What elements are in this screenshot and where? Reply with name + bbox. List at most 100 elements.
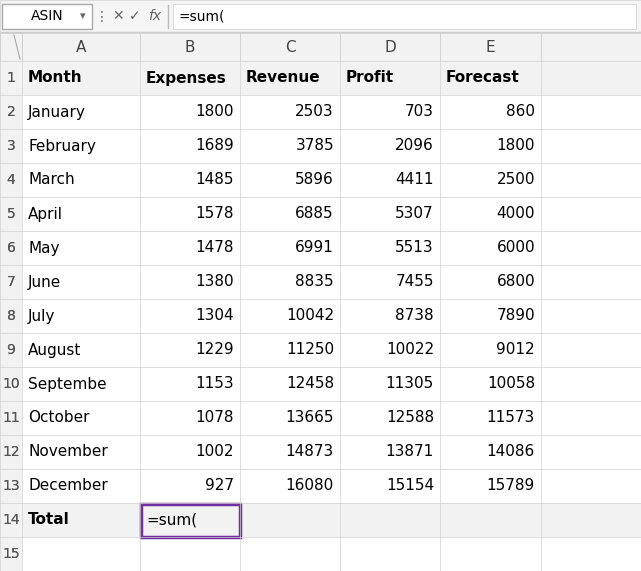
Text: Total: Total [28,513,70,528]
Text: April: April [28,207,63,222]
Text: February: February [28,139,96,154]
Bar [0,95,641,129]
Bar [0,299,641,333]
Bar [0,367,22,401]
Text: Month: Month [28,70,83,86]
Text: 1078: 1078 [196,411,234,425]
Text: 4: 4 [6,173,15,187]
Text: ASIN: ASIN [31,10,63,23]
Text: 10022: 10022 [386,343,434,357]
Text: 13665: 13665 [285,411,334,425]
Text: 6: 6 [6,241,15,255]
Bar [0,197,22,231]
Text: A: A [76,39,86,54]
Text: July: July [28,308,55,324]
Text: 14873: 14873 [286,444,334,460]
Text: 12458: 12458 [286,376,334,392]
Bar [0,537,641,571]
Bar [0,61,22,95]
Bar [0,33,641,61]
Bar [140,504,240,537]
Text: 6000: 6000 [496,240,535,255]
Text: 12: 12 [2,445,20,459]
Text: 2500: 2500 [497,172,535,187]
Text: 1: 1 [6,71,15,85]
Text: fx: fx [149,10,162,23]
Text: 10: 10 [2,377,20,391]
Text: 6991: 6991 [295,240,334,255]
Bar [0,401,641,435]
Text: =sum(: =sum( [146,513,197,528]
Text: 13: 13 [2,479,20,493]
Text: 1478: 1478 [196,240,234,255]
Text: 11: 11 [2,411,20,425]
Bar [0,265,641,299]
Text: ✕: ✕ [112,10,124,23]
Bar [0,265,22,299]
Text: 11: 11 [2,411,20,425]
Text: December: December [28,478,108,493]
Text: 13871: 13871 [386,444,434,460]
Text: 15: 15 [2,547,20,561]
Text: 1380: 1380 [196,275,234,289]
Text: 14: 14 [2,513,20,527]
Text: ✓: ✓ [129,10,141,23]
Text: 4: 4 [6,173,15,187]
Text: D: D [384,39,396,54]
Text: Septembe: Septembe [28,376,106,392]
Text: 1485: 1485 [196,172,234,187]
Text: 9: 9 [6,343,15,357]
Text: ▾: ▾ [80,11,86,22]
Text: 15: 15 [2,547,20,561]
Text: ⋮: ⋮ [95,10,109,23]
Text: 1: 1 [6,71,15,85]
Text: 6: 6 [6,241,15,255]
Bar [0,333,22,367]
Text: 16080: 16080 [286,478,334,493]
Text: 12: 12 [2,445,20,459]
Text: 11250: 11250 [286,343,334,357]
Bar [0,61,641,95]
Bar [0,231,22,265]
Text: 5: 5 [6,207,15,221]
Polygon shape [0,33,22,61]
Text: January: January [28,104,86,119]
Text: Profit: Profit [346,70,394,86]
Text: 15154: 15154 [386,478,434,493]
Text: 8738: 8738 [395,308,434,324]
Text: 1304: 1304 [196,308,234,324]
Bar [0,231,641,265]
Text: 10042: 10042 [286,308,334,324]
Text: Revenue: Revenue [246,70,320,86]
Text: 10: 10 [2,377,20,391]
Text: 8: 8 [6,309,15,323]
Text: 9012: 9012 [496,343,535,357]
Text: 4411: 4411 [395,172,434,187]
Text: 703: 703 [405,104,434,119]
Text: =sum(: =sum( [179,10,226,23]
Bar [0,0,641,33]
Text: 2503: 2503 [296,104,334,119]
Bar [173,4,636,29]
Text: 8835: 8835 [296,275,334,289]
Text: 13: 13 [2,479,20,493]
Text: 5307: 5307 [395,207,434,222]
Text: 2096: 2096 [395,139,434,154]
Bar [0,163,641,197]
Text: 15789: 15789 [487,478,535,493]
Text: 11305: 11305 [386,376,434,392]
Text: 6800: 6800 [496,275,535,289]
Text: 9: 9 [6,343,15,357]
Bar [0,469,22,503]
Text: 7455: 7455 [395,275,434,289]
Bar [0,333,641,367]
Text: 6885: 6885 [296,207,334,222]
Bar [0,129,641,163]
Text: B: B [185,39,196,54]
Bar [0,503,641,537]
Text: 860: 860 [506,104,535,119]
Text: 7890: 7890 [496,308,535,324]
Bar [0,435,22,469]
Bar [0,401,22,435]
Text: October: October [28,411,90,425]
